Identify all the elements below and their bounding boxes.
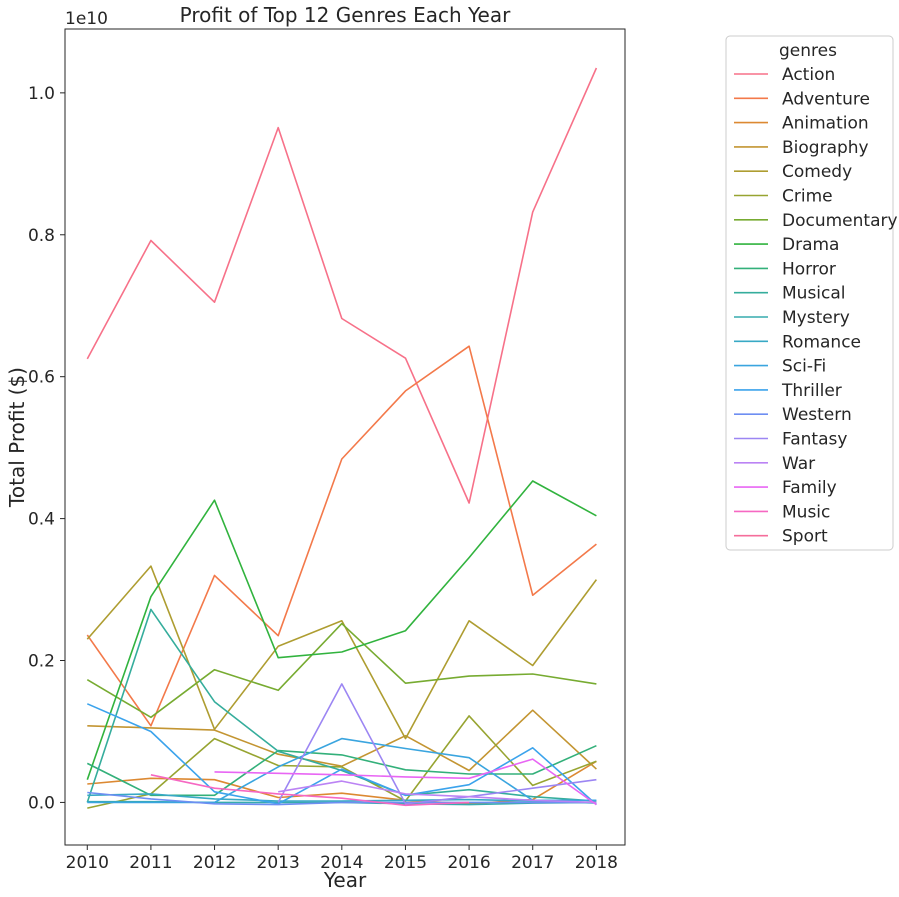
y-axis-ticks: 0.0 0.2 0.4 0.6 0.8 1.0 [28, 84, 65, 813]
series-line-family [214, 758, 597, 806]
legend-item-family: Family [734, 478, 837, 498]
y-tick-label: 1.0 [28, 84, 55, 104]
series-line-western [87, 791, 597, 806]
legend-item-musical: Musical [734, 284, 846, 304]
legend-label: Sport [782, 527, 828, 547]
legend-label: Mystery [782, 308, 850, 328]
legend-label: Biography [782, 138, 869, 158]
y-tick-label: 0.8 [28, 226, 55, 246]
legend-item-crime: Crime [734, 187, 833, 207]
legend-item-documentary: Documentary [734, 211, 898, 231]
y-axis-offset-label: 1e10 [65, 9, 108, 29]
series-line-action [86, 67, 598, 504]
series-line-musical [86, 608, 597, 803]
legend-label: Thriller [781, 381, 842, 401]
legend-item-war: War [734, 454, 815, 474]
legend-item-fantasy: Fantasy [734, 430, 847, 450]
series-line-romance [87, 793, 597, 804]
legend-label: Crime [782, 187, 833, 207]
series-line-fantasy [277, 683, 597, 805]
legend-label: Fantasy [782, 430, 847, 450]
legend-item-biography: Biography [734, 138, 869, 158]
legend-label: Sci-Fi [782, 357, 826, 377]
x-tick-label: 2016 [447, 853, 490, 873]
legend: genres Action Adventure Animation Biography… [725, 35, 898, 551]
plot-frame [64, 28, 626, 846]
x-tick-label: 2012 [193, 853, 236, 873]
legend-item-thriller: Thriller [734, 381, 842, 401]
legend-label: Adventure [782, 89, 870, 109]
x-tick-label: 2013 [257, 853, 300, 873]
legend-item-adventure: Adventure [734, 89, 870, 109]
legend-item-romance: Romance [734, 332, 861, 352]
series-line-war [278, 780, 597, 804]
x-tick-label: 2010 [66, 853, 109, 873]
x-tick-label: 2011 [129, 853, 172, 873]
series-line-crime [87, 715, 597, 809]
y-tick-label: 0.4 [28, 510, 55, 530]
legend-item-music: Music [734, 502, 830, 522]
series-line-biography [87, 709, 597, 772]
legend-item-animation: Animation [734, 114, 869, 134]
legend-label: Documentary [782, 211, 898, 231]
y-tick-label: 0.0 [28, 793, 55, 813]
legend-items: Action Adventure Animation Biography Comedy C… [734, 65, 898, 547]
legend-label: War [782, 454, 815, 474]
series-line-sci-fi [87, 737, 597, 804]
series-line-drama [86, 480, 597, 780]
legend-item-sci-fi: Sci-Fi [734, 357, 826, 377]
legend-item-horror: Horror [734, 259, 836, 279]
legend-label: Drama [782, 235, 839, 255]
x-tick-label: 2017 [511, 853, 554, 873]
legend-label: Romance [782, 332, 861, 352]
y-tick-label: 0.2 [28, 652, 55, 672]
series-lines [86, 67, 598, 809]
legend-title: genres [779, 41, 837, 61]
series-line-documentary [86, 622, 597, 719]
legend-box [725, 35, 894, 551]
y-tick-label: 0.6 [28, 368, 55, 388]
x-tick-label: 2015 [384, 853, 427, 873]
series-line-thriller [86, 703, 597, 806]
legend-label: Action [782, 65, 835, 85]
y-axis-label: Total Profit ($) [5, 367, 29, 508]
legend-label: Horror [782, 259, 836, 279]
legend-item-mystery: Mystery [734, 308, 850, 328]
x-axis-ticks: 2010 2011 2012 2013 2014 2015 2016 2017 2018 [66, 845, 618, 873]
legend-item-comedy: Comedy [734, 162, 852, 182]
legend-label: Musical [782, 284, 846, 304]
legend-item-drama: Drama [734, 235, 839, 255]
legend-item-sport: Sport [734, 527, 828, 547]
x-axis-label: Year [323, 868, 367, 892]
legend-item-western: Western [734, 405, 852, 425]
legend-label: Family [782, 478, 837, 498]
chart-title: Profit of Top 12 Genres Each Year [180, 3, 511, 27]
x-tick-label: 2018 [575, 853, 618, 873]
legend-item-action: Action [734, 65, 835, 85]
legend-label: Music [782, 502, 830, 522]
series-line-music [150, 774, 470, 807]
series-line-comedy [86, 565, 598, 740]
legend-label: Animation [782, 114, 869, 134]
legend-label: Western [782, 405, 852, 425]
x-tick-label: 2014 [320, 853, 363, 873]
legend-label: Comedy [782, 162, 852, 182]
series-line-adventure [86, 345, 597, 727]
